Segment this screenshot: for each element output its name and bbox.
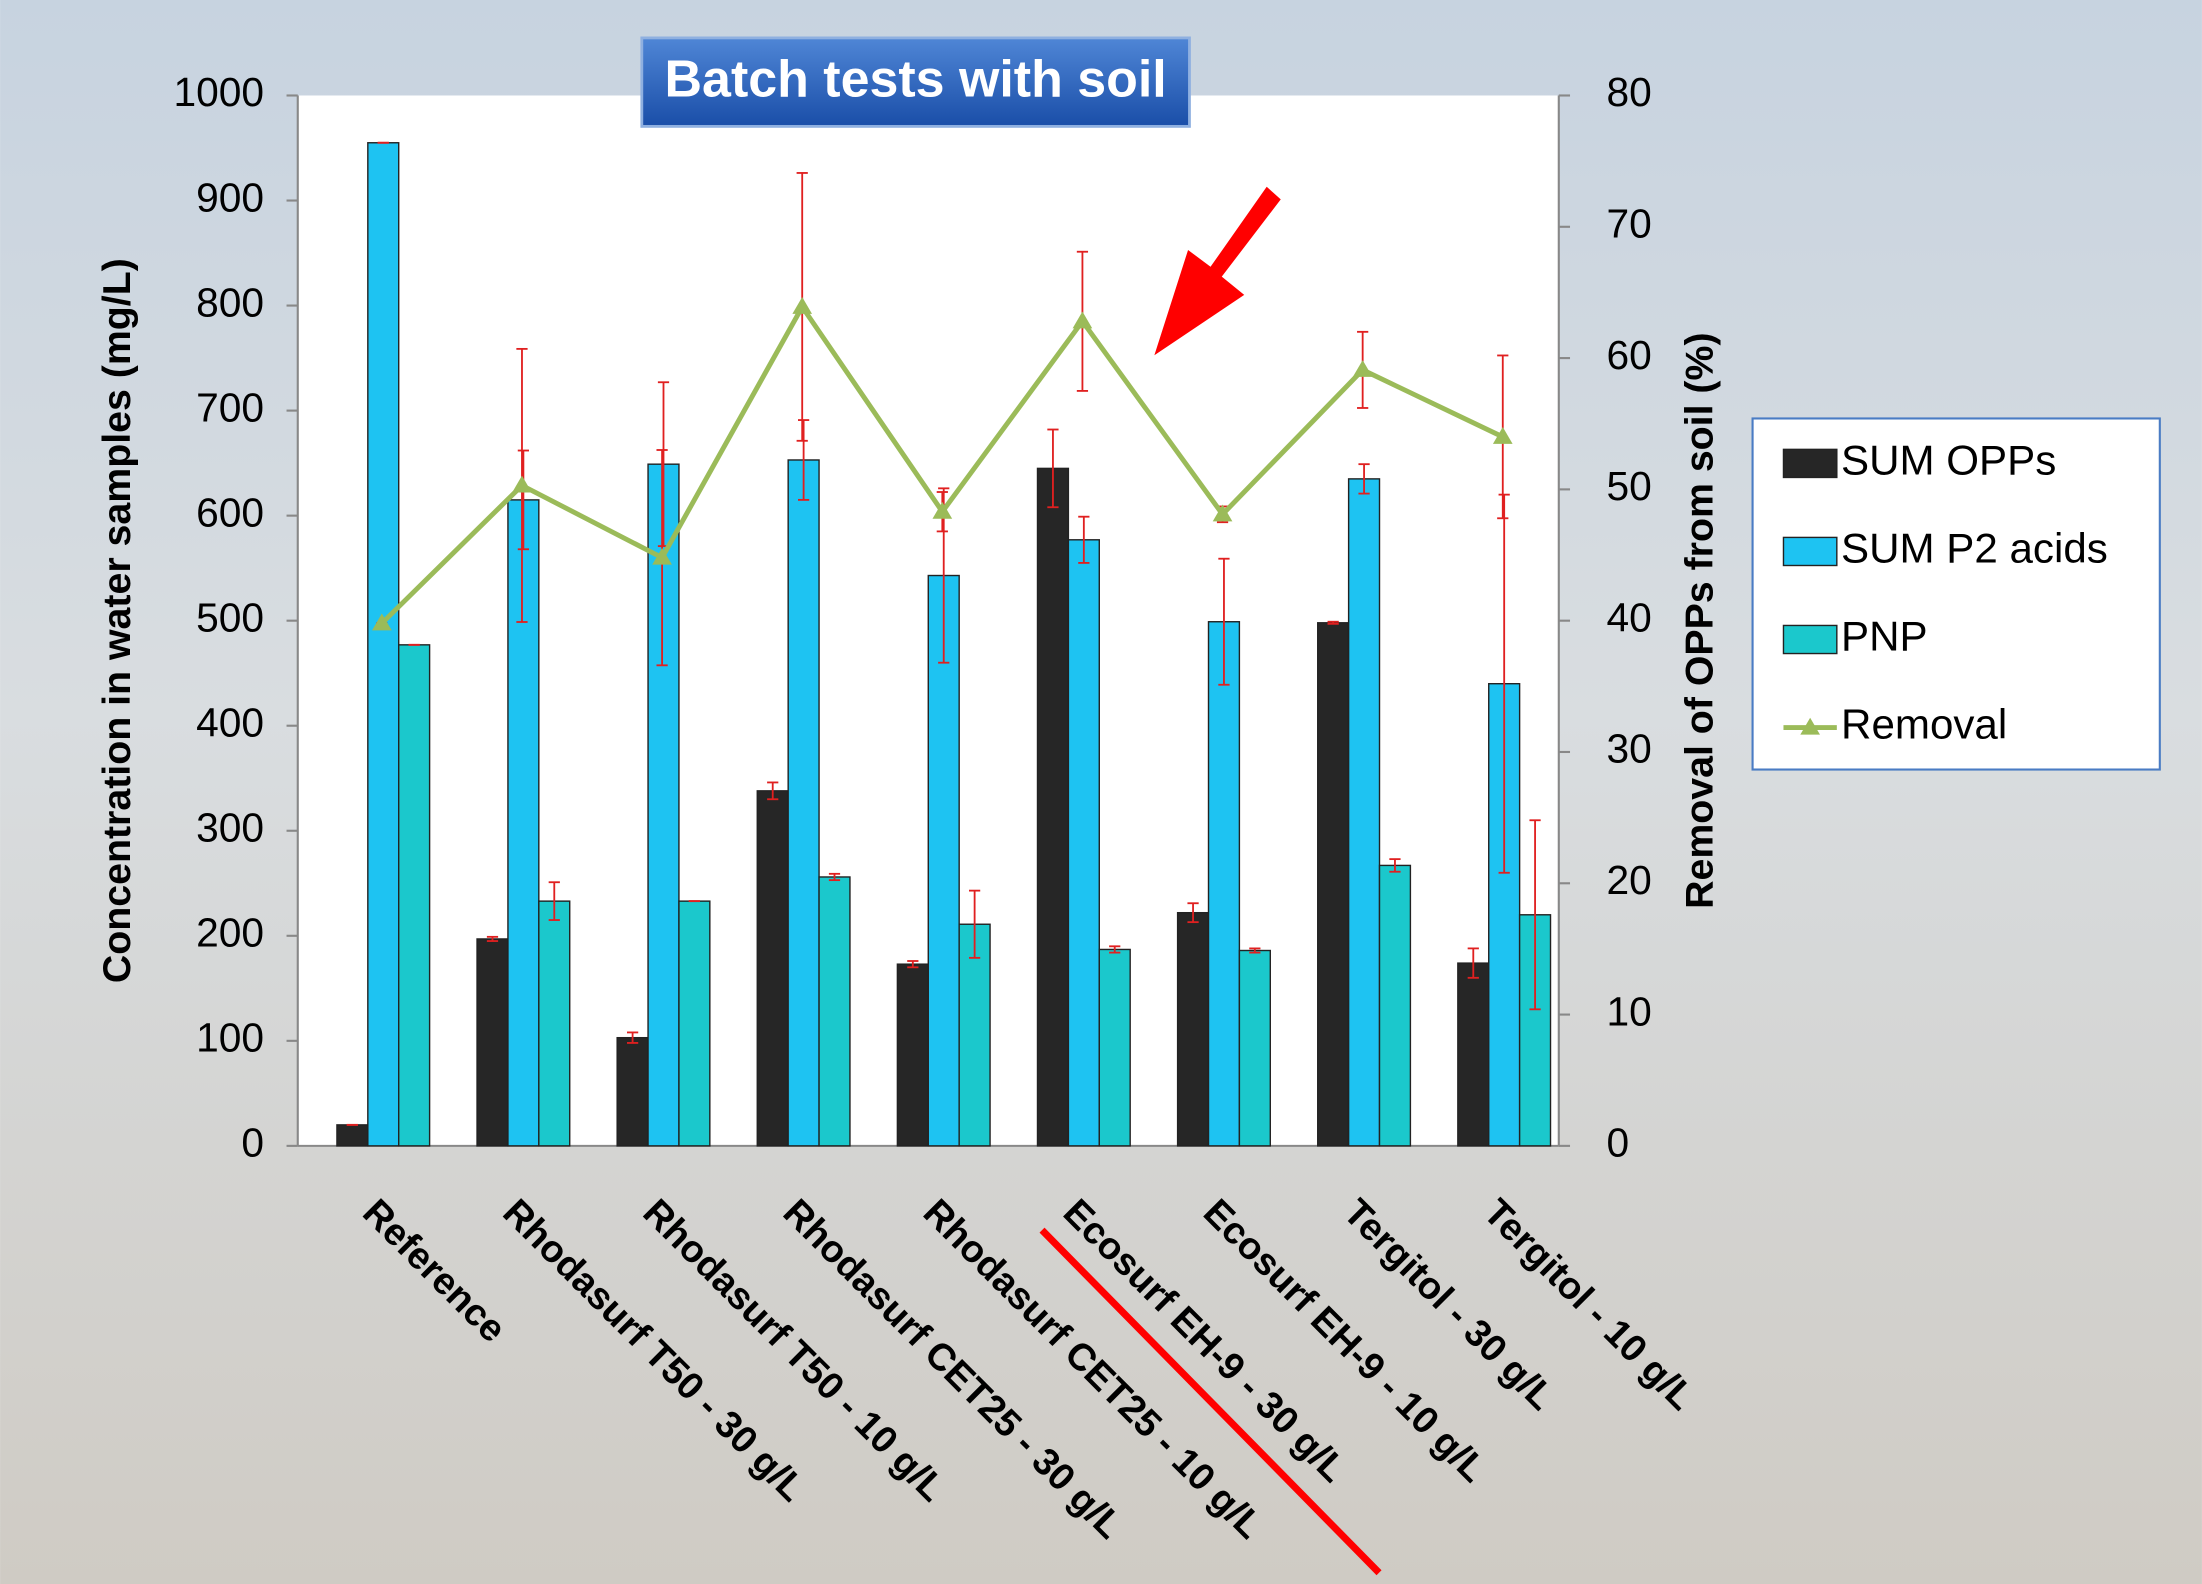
y-tick-label: 900 [196,174,264,220]
y2-tick-label: 70 [1607,201,1652,247]
bar [539,901,570,1146]
bar [1068,540,1099,1146]
y2-tick-label: 20 [1607,857,1652,903]
bar [337,1125,368,1146]
y2-tick-label: 60 [1607,332,1652,378]
legend-label: SUM OPPs [1841,437,2056,484]
bar [757,791,788,1146]
bar [399,645,430,1146]
bar [897,964,928,1146]
bar [1318,623,1349,1146]
y-axis-title: Concentration in water samples (mg/L) [95,258,139,983]
legend-label: PNP [1841,613,1928,660]
bar [1349,479,1380,1146]
bar [368,143,399,1146]
bar [1209,622,1240,1146]
y-tick-label: 1000 [173,69,264,115]
legend-label: SUM P2 acids [1841,525,2108,572]
y-tick-label: 0 [241,1120,264,1166]
y2-tick-label: 50 [1607,463,1652,509]
y2-axis-title: Removal of OPPs from soil (%) [1677,332,1721,908]
bar [648,464,679,1146]
y-tick-label: 700 [196,384,264,430]
y2-tick-label: 40 [1607,594,1652,640]
y2-tick-label: 30 [1607,726,1652,772]
bar [819,877,850,1146]
y2-tick-label: 10 [1607,988,1652,1034]
bar [788,460,819,1146]
legend-swatch [1783,537,1836,565]
y-tick-label: 600 [196,489,264,535]
legend-swatch [1783,625,1836,653]
bar [508,500,539,1146]
chart: Batch tests with soil Concentration in w… [0,0,2202,1584]
chart-title: Batch tests with soil [665,51,1167,109]
y2-tick-label: 0 [1607,1120,1630,1166]
y-tick-label: 100 [196,1015,264,1061]
y-tick-label: 200 [196,910,264,956]
y-tick-label: 400 [196,699,264,745]
bar [1458,963,1489,1146]
y-tick-label: 300 [196,805,264,851]
bar [1239,951,1270,1146]
y-tick-label: 500 [196,594,264,640]
bar [477,939,508,1146]
bar [1178,913,1209,1146]
bar [1099,949,1130,1145]
bar [1037,468,1068,1145]
y2-tick-label: 80 [1607,69,1652,115]
y-tick-label: 800 [196,279,264,325]
page: Batch tests with soil Concentration in w… [0,0,2202,1584]
bar [679,901,710,1146]
bar [617,1038,648,1146]
bar [1380,865,1411,1145]
legend-swatch [1783,449,1836,477]
legend-label: Removal [1841,701,2007,748]
